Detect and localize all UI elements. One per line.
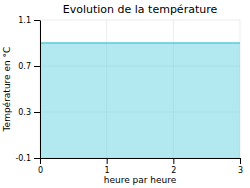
chart-container: 0 1 2 3 -0.1 0.3 0.7 1.1 Evolution de la tempéra… — [0, 0, 250, 188]
y-tick: 1.1 — [18, 16, 40, 25]
grid — [40, 20, 240, 158]
y-tick-label: -0.1 — [15, 154, 31, 163]
y-tick-label: 0.3 — [18, 108, 31, 117]
plot-area: 0 1 2 3 -0.1 0.3 0.7 1.1 — [15, 16, 243, 175]
x-tick-mark — [240, 158, 241, 164]
y-tick-mark — [34, 112, 40, 113]
y-tick-label: 0.7 — [18, 62, 31, 71]
y-tick-mark — [34, 66, 40, 67]
y-tick: 0.7 — [18, 62, 40, 71]
y-axis-line — [40, 21, 41, 159]
x-tick: 0 — [38, 158, 43, 175]
x-tick-mark — [107, 158, 108, 164]
x-tick: 1 — [105, 158, 110, 175]
y-tick-mark — [34, 20, 40, 21]
x-tick-label: 3 — [238, 166, 243, 175]
y-tick: 0.3 — [18, 108, 40, 117]
x-tick-label: 0 — [38, 166, 43, 175]
x-tick-mark — [173, 158, 174, 164]
marks — [40, 43, 240, 158]
y-grid-line — [40, 20, 240, 21]
line — [40, 42, 240, 44]
x-grid-line — [40, 20, 41, 158]
y-tick: -0.1 — [15, 154, 40, 163]
x-tick-label: 1 — [105, 166, 110, 175]
x-tick: 2 — [171, 158, 176, 175]
x-axis-title: heure par heure — [104, 175, 177, 185]
x-tick-label: 2 — [171, 166, 176, 175]
title: Evolution de la température — [63, 3, 218, 16]
x-axis: 0 1 2 3 — [38, 158, 243, 175]
y-axis: -0.1 0.3 0.7 1.1 — [15, 16, 40, 163]
x-tick-mark — [40, 158, 41, 164]
y-axis-title: Température en °C — [2, 47, 12, 133]
x-axis-line — [41, 158, 241, 159]
area — [40, 43, 240, 158]
x-tick: 3 — [238, 158, 243, 175]
y-tick-label: 1.1 — [18, 16, 31, 25]
chart-svg: 0 1 2 3 -0.1 0.3 0.7 1.1 Evolution de la tempéra… — [0, 0, 250, 188]
y-tick-mark — [34, 158, 40, 159]
